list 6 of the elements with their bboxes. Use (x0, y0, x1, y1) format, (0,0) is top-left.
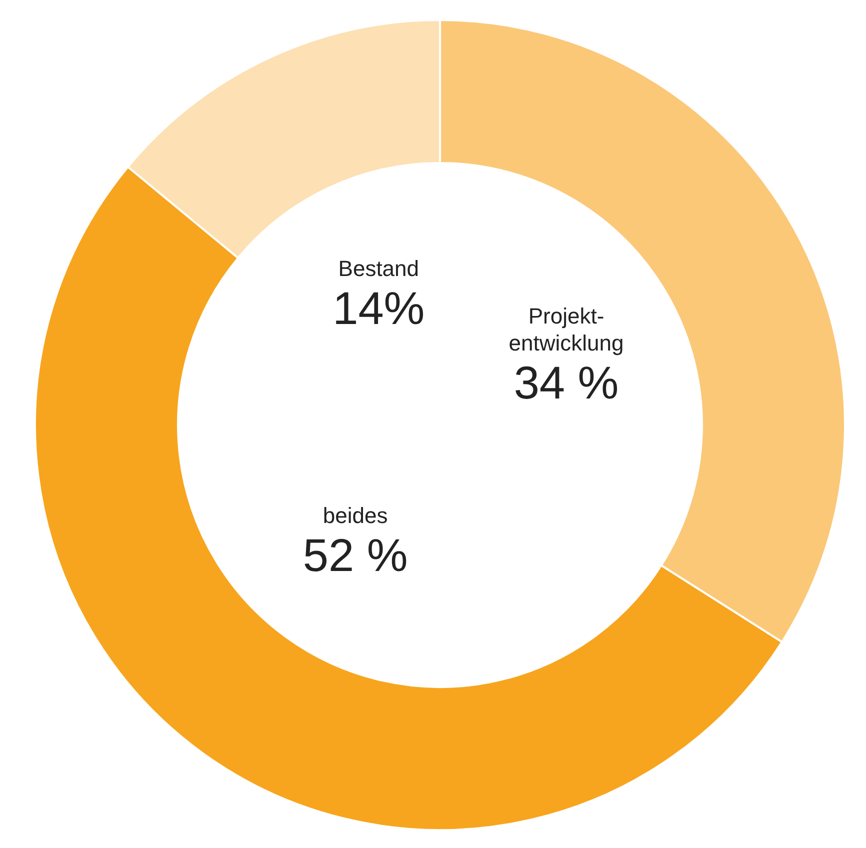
data-label: 34 % (514, 356, 619, 409)
slice-label: beides (322, 503, 388, 528)
data-label: 52 % (302, 529, 408, 582)
slice-label: Projekt- entwicklung (508, 304, 624, 356)
data-label: 14% (332, 282, 425, 334)
slice-label: Bestand (338, 256, 420, 282)
